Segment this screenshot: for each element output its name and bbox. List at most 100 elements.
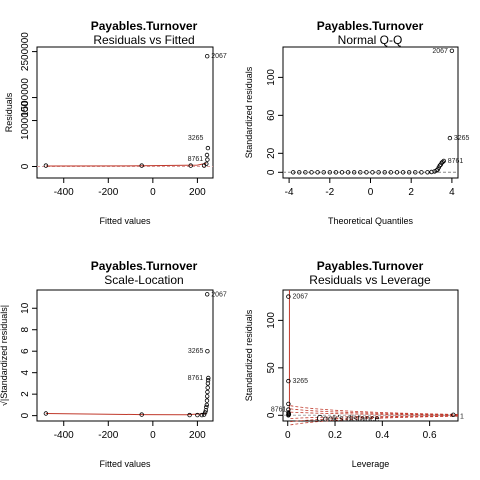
data-point: [204, 54, 210, 59]
data-point: [204, 398, 210, 403]
data-point: [434, 168, 439, 173]
data-point: [400, 170, 406, 175]
data-point: [345, 170, 351, 175]
panel-title: Payables.Turnover: [317, 19, 424, 33]
y-tick-label: 2500000: [20, 32, 31, 71]
outlier-label: 3265: [188, 135, 204, 142]
outlier-label: 2067: [211, 291, 227, 298]
cooks-distance-contour: [290, 411, 459, 416]
data-point: [413, 170, 418, 175]
data-point: [139, 412, 144, 417]
data-point: [195, 412, 200, 418]
outlier-label: 3265: [188, 348, 204, 355]
panel-subtitle: Residuals vs Fitted: [93, 33, 194, 47]
outlier-label: 2067: [211, 53, 227, 60]
x-tick-label: 0.2: [328, 430, 342, 441]
panel-title: Payables.Turnover: [91, 259, 198, 273]
plot-frame: [36, 46, 214, 179]
data-point: [202, 410, 208, 415]
data-point: [204, 152, 210, 158]
cooks-distance-contour: [290, 408, 459, 416]
y-tick-label: 4: [20, 369, 31, 375]
y-tick-label: 100: [266, 69, 277, 86]
y-tick-label: 2: [20, 391, 31, 397]
panel-subtitle: Residuals vs Leverage: [309, 273, 431, 287]
cooks-distance-contour: [290, 415, 459, 423]
data-point: [394, 170, 400, 175]
y-axis-label: √|Standardized residuals|: [0, 305, 9, 406]
cooks-distance-contour: [290, 405, 459, 415]
data-point: [425, 170, 430, 175]
data-point: [201, 412, 207, 417]
data-point: [440, 159, 445, 165]
data-point: [205, 389, 210, 395]
data-point: [205, 378, 211, 383]
data-point: [437, 163, 442, 168]
data-point: [449, 48, 455, 53]
data-point: [303, 170, 308, 175]
panel-subtitle: Normal Q-Q: [338, 33, 403, 47]
data-point: [447, 135, 453, 141]
smoother-line: [45, 162, 207, 167]
y-tick-label: 50: [266, 362, 277, 374]
x-axis-label: Fitted values: [99, 459, 151, 469]
x-tick-label: 4: [449, 187, 455, 198]
x-tick-label: -4: [285, 187, 294, 198]
data-point: [286, 378, 291, 384]
data-point: [204, 402, 209, 408]
x-tick-label: 0.6: [423, 430, 437, 441]
data-point: [286, 294, 291, 299]
y-tick-label: 60: [266, 109, 277, 121]
data-point: [333, 170, 339, 175]
data-point: [315, 170, 320, 175]
x-tick-label: -400: [54, 430, 74, 441]
y-tick-label: 0: [266, 412, 277, 418]
data-point: [188, 163, 193, 168]
data-point: [204, 404, 209, 410]
data-point: [441, 158, 446, 164]
y-tick-label: 6: [20, 348, 31, 354]
data-point: [370, 170, 375, 175]
data-point: [358, 170, 363, 175]
y-tick-label: 100: [266, 312, 277, 329]
outlier-label: 8761: [188, 156, 204, 163]
data-point: [204, 292, 210, 297]
y-tick-label: 1500000: [20, 78, 31, 117]
x-tick-label: 200: [189, 187, 206, 198]
y-tick-label: 0: [20, 163, 31, 169]
smoother-line: [45, 413, 207, 416]
x-tick-label: 0: [150, 187, 156, 198]
data-point: [364, 170, 369, 175]
data-point: [309, 170, 314, 175]
x-tick-label: -400: [54, 187, 74, 198]
y-tick-label: 0: [20, 412, 31, 418]
x-tick-label: 0: [150, 430, 156, 441]
outlier-label: 8761: [448, 158, 464, 165]
data-point: [297, 170, 302, 175]
outlier-label: 2067: [292, 294, 308, 301]
x-tick-label: 2: [408, 187, 414, 198]
data-point: [205, 349, 210, 354]
y-axis-label: Standardized residuals: [244, 66, 254, 158]
y-tick-label: 8: [20, 327, 31, 333]
data-point: [339, 170, 345, 175]
data-point: [352, 170, 357, 175]
data-point: [407, 170, 412, 175]
x-tick-label: 0.4: [375, 430, 389, 441]
panel-title: Payables.Turnover: [317, 259, 424, 273]
x-tick-label: 200: [189, 430, 206, 441]
data-point: [419, 170, 424, 175]
x-tick-label: -200: [98, 187, 118, 198]
x-tick-label: 0: [285, 430, 291, 441]
outlier-label: 8761: [188, 375, 204, 382]
data-point: [199, 412, 205, 418]
data-point: [382, 170, 387, 175]
plot-frame: [282, 289, 459, 422]
x-axis-label: Theoretical Quantiles: [328, 216, 414, 226]
outlier-label: 3265: [454, 135, 470, 142]
x-axis-label: Fitted values: [99, 216, 151, 226]
